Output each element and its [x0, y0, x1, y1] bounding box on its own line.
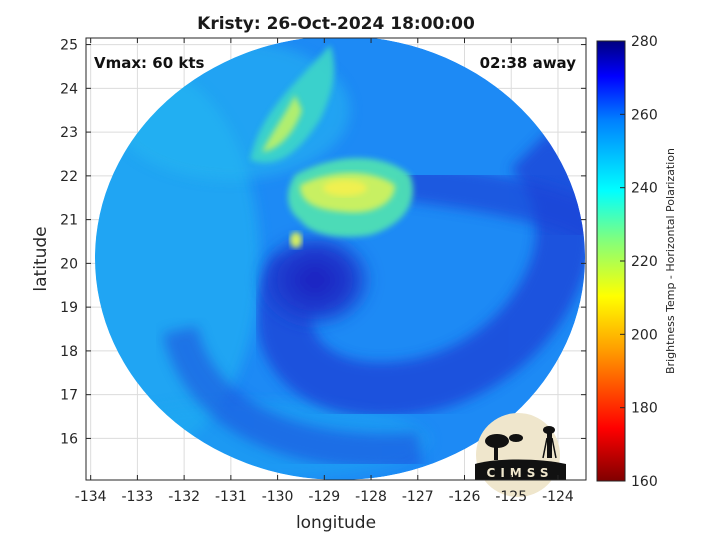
y-tick-label: 20 — [60, 256, 78, 272]
colorbar-ticks: 160 180 200 220 240 260 280 — [620, 34, 658, 490]
x-tick-label: -133 — [122, 489, 154, 505]
colorbar-tick-label: 160 — [631, 474, 658, 490]
colorbar-tick-label: 180 — [631, 401, 658, 417]
colorbar-tick-label: 240 — [631, 181, 658, 197]
colorbar-tick-label: 260 — [631, 107, 658, 123]
brightness-temperature-swath — [95, 38, 585, 480]
x-tick-label: -131 — [215, 489, 247, 505]
colorbar-tick-label: 220 — [631, 254, 658, 270]
x-tick-label: -132 — [168, 489, 200, 505]
x-tick-label: -127 — [402, 489, 434, 505]
y-tick-label: 21 — [60, 213, 78, 229]
y-axis-label: latitude — [31, 226, 51, 291]
y-tick-label: 18 — [60, 344, 78, 360]
colorbar-label: Brightness Temp - Horizontal Polarizatio… — [664, 148, 677, 374]
storm-core — [255, 230, 375, 330]
cold-tops-core — [323, 180, 367, 196]
y-tick-label: 16 — [60, 431, 78, 447]
time-away-annotation: 02:38 away — [480, 54, 577, 72]
x-axis-label: longitude — [296, 513, 376, 533]
x-axis-ticks: -134 -133 -132 -131 -130 -129 -128 -127 -126 -125… — [75, 38, 574, 505]
chart-title: Kristy: 26-Oct-2024 18:00:00 — [197, 14, 475, 34]
x-tick-label: -130 — [262, 489, 294, 505]
spiral-band-south — [162, 325, 422, 469]
y-tick-label: 19 — [60, 300, 78, 316]
x-tick-label: -124 — [542, 489, 574, 505]
y-tick-label: 17 — [60, 388, 78, 404]
cimss-logo: CIMSS — [475, 413, 566, 497]
x-tick-label: -125 — [495, 489, 527, 505]
cold-tops-north — [262, 95, 302, 152]
cold-tops-hook — [290, 232, 302, 248]
x-tick-label: -128 — [355, 489, 387, 505]
x-tick-label: -129 — [308, 489, 340, 505]
x-tick-label: -126 — [449, 489, 481, 505]
colorbar-tick-label: 200 — [631, 327, 658, 343]
y-tick-label: 25 — [60, 38, 78, 54]
x-tick-label: -134 — [75, 489, 107, 505]
cimss-logo-text: CIMSS — [487, 466, 554, 480]
colorbar-tick-label: 280 — [631, 34, 658, 50]
y-axis-ticks: 16 17 18 19 20 21 22 23 24 25 — [60, 38, 586, 447]
vmax-annotation: Vmax: 60 kts — [94, 54, 204, 72]
axes-frame — [85, 37, 587, 481]
y-tick-label: 23 — [60, 125, 78, 141]
y-tick-label: 22 — [60, 169, 78, 185]
y-tick-label: 24 — [60, 81, 78, 97]
